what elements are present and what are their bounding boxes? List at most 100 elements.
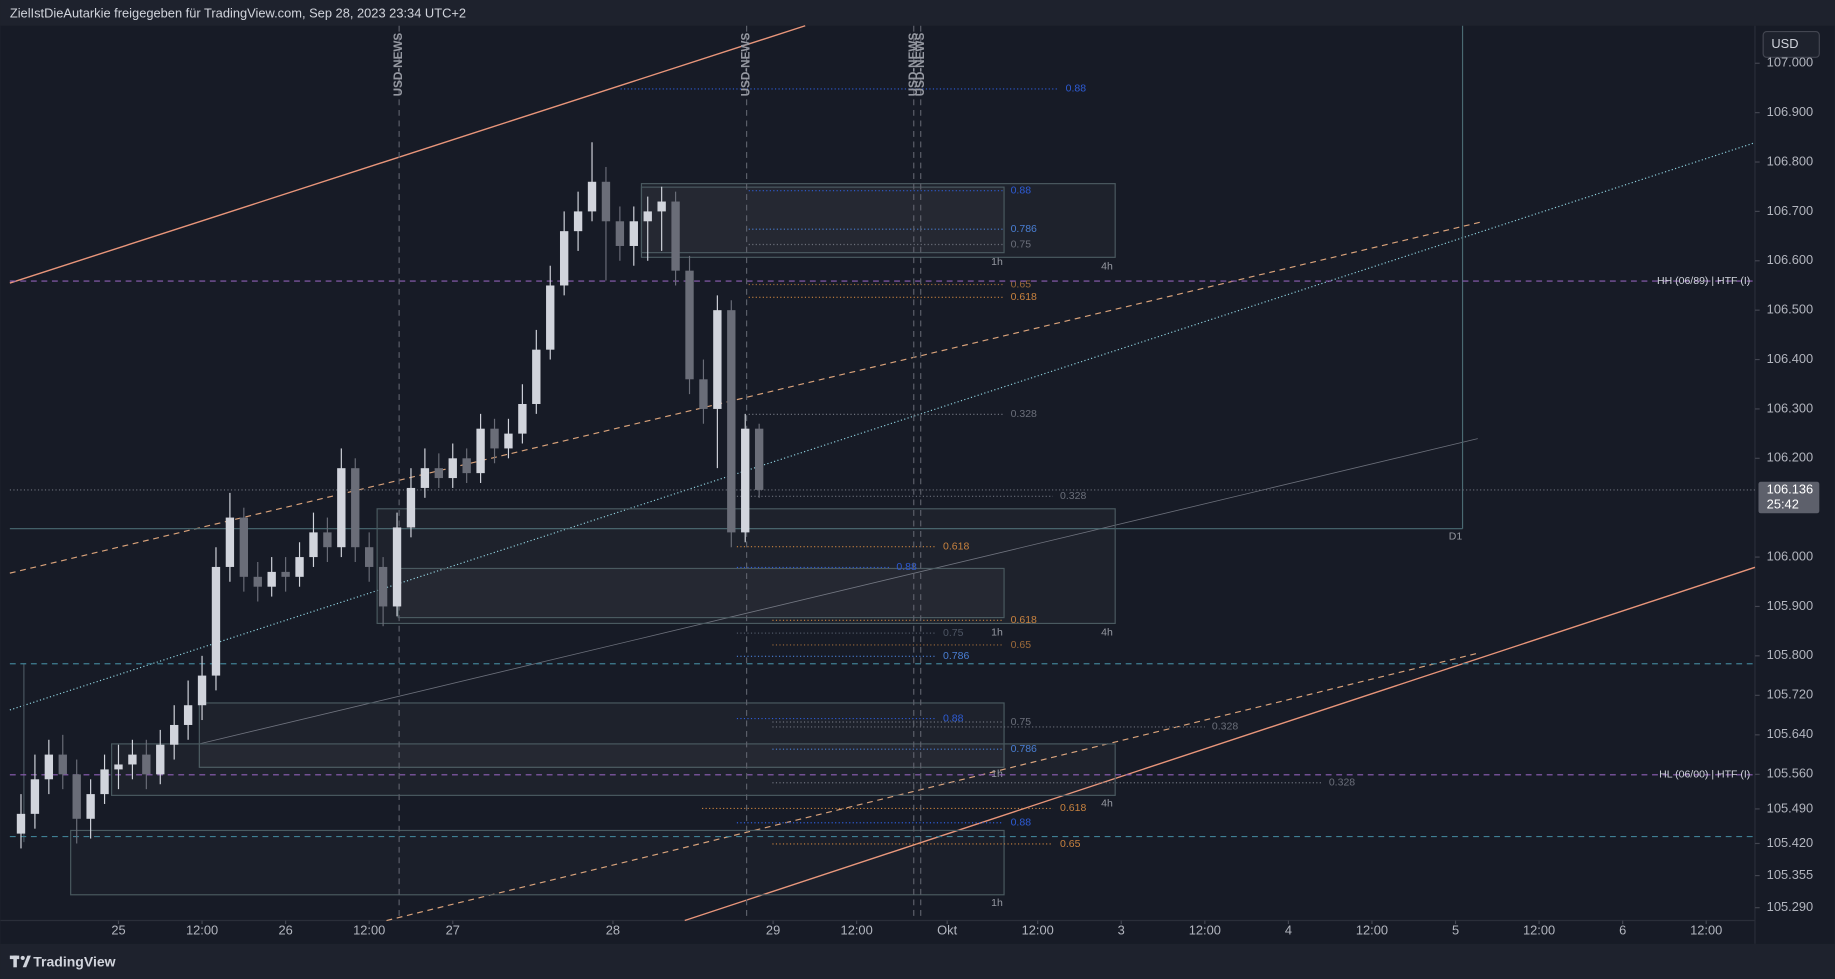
box-label: D1 [1449, 531, 1463, 543]
x-tick-label: 12:00 [1356, 922, 1388, 937]
zone-box [111, 743, 1116, 796]
y-tick-label: 106.300 [1767, 400, 1813, 415]
chart-background [0, 25, 1835, 944]
y-tick-label: 105.355 [1767, 867, 1813, 882]
x-tick-label: 5 [1452, 922, 1459, 937]
candle-body [378, 566, 388, 607]
candle-body [44, 754, 54, 780]
level-label: 0.618 [943, 540, 969, 552]
candle-body [156, 744, 165, 775]
channel-line [684, 566, 1756, 922]
level-label: 0.618 [1060, 802, 1086, 814]
y-tick-label: 106.500 [1767, 302, 1813, 317]
candle-body [239, 517, 249, 577]
box-label: 1h [991, 627, 1003, 639]
level-label: 0.88 [1011, 817, 1032, 829]
candle-body [392, 527, 402, 607]
box-label: 1h [991, 768, 1003, 780]
logo-part [13, 955, 17, 968]
candle-body [504, 433, 513, 449]
y-tick-label: 106.700 [1767, 203, 1813, 218]
candle-body [225, 517, 235, 567]
channel-dashed [386, 652, 1481, 922]
level-label: 0.88 [896, 561, 917, 573]
candle-body [532, 349, 541, 404]
zone-box [198, 702, 1005, 768]
y-tick-label: 106.800 [1767, 153, 1813, 168]
candle-body [546, 285, 555, 350]
x-tick-label: 27 [446, 922, 460, 937]
y-tick-label: 105.640 [1767, 726, 1813, 741]
price-tag-countdown: 25:42 [1767, 497, 1799, 512]
candle-body [448, 458, 457, 479]
candle-body [713, 310, 722, 409]
header-bar [0, 0, 1835, 26]
news-label: USD-NEWS [740, 33, 753, 97]
box-label: 4h [1101, 627, 1113, 639]
level-label: 0.75 [943, 627, 964, 639]
x-tick-label: Okt [937, 922, 957, 937]
level-label: 0.75 [1011, 716, 1032, 728]
candle-body [72, 774, 81, 819]
x-tick-label: 12:00 [1690, 922, 1722, 937]
candle-body [197, 675, 207, 706]
x-tick-label: 26 [278, 922, 292, 937]
level-label: 0.786 [943, 650, 969, 662]
candle-body [211, 566, 221, 676]
box-label: 1h [991, 897, 1003, 909]
x-tick-label: 12:00 [353, 922, 385, 937]
level-label: 0.328 [1329, 777, 1355, 789]
level-label: 0.618 [1011, 291, 1037, 303]
candle-body [309, 532, 318, 558]
x-tick-label: 6 [1619, 922, 1626, 937]
candle-body [559, 231, 569, 286]
x-tick-label: 28 [606, 922, 620, 937]
candle-body [685, 270, 694, 380]
candle-body [281, 571, 290, 577]
y-tick-label: 105.720 [1767, 687, 1813, 702]
currency-button[interactable] [1762, 30, 1820, 58]
box-label: 4h [1101, 797, 1113, 809]
logo-part [20, 955, 25, 961]
trend-thin [199, 438, 1478, 745]
drawings: 1h 4h 1h 4h 1h 4h 1h D1 [9, 25, 1756, 922]
level-label: 0.786 [1011, 223, 1037, 235]
y-tick-label: 105.800 [1767, 647, 1813, 662]
zone-box [70, 829, 1005, 896]
candle-body [30, 779, 40, 814]
level-label: 0.328 [1212, 721, 1238, 733]
candle-body [183, 705, 193, 725]
zone-box [640, 186, 1005, 254]
x-tick-label: 12:00 [1523, 922, 1555, 937]
candle-body [462, 458, 471, 474]
y-tick-label: 106.900 [1767, 104, 1813, 119]
currency-label[interactable]: USD [1771, 36, 1798, 51]
candle-body [490, 428, 499, 449]
candle-body [573, 211, 583, 232]
level-label: 0.88 [1011, 184, 1032, 196]
x-tick-label: 4 [1285, 922, 1292, 937]
candle-body [587, 181, 597, 212]
header-text: ZielIstDieAutarkie freigegeben für Tradi… [10, 5, 466, 20]
y-tick-label: 107.000 [1767, 55, 1813, 70]
y-tick-label: 105.290 [1767, 899, 1813, 914]
candle-body [657, 201, 666, 212]
y-tick-label: 105.490 [1767, 800, 1813, 815]
level-label: 0.88 [1066, 83, 1087, 95]
y-tick-label: 106.400 [1767, 351, 1813, 366]
candle-body [142, 754, 151, 775]
candle-body [476, 428, 485, 474]
x-tick-label: 25 [111, 922, 125, 937]
candle-body [253, 576, 262, 587]
price-tag [1758, 481, 1820, 514]
y-tick-label: 105.560 [1767, 766, 1813, 781]
level-label: 0.328 [1011, 408, 1037, 420]
candle-body [365, 547, 374, 567]
candle-body [727, 310, 736, 533]
level-label: 0.618 [1011, 614, 1037, 626]
x-tick-label: 12:00 [186, 922, 218, 937]
level-label: 0.65 [1060, 838, 1081, 850]
x-tick-label: 12:00 [841, 922, 873, 937]
x-tick-label: 12:00 [1189, 922, 1221, 937]
